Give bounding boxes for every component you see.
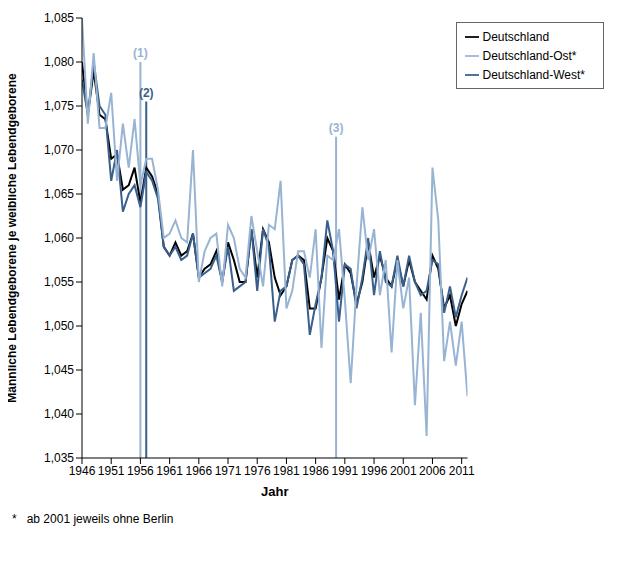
- svg-text:1981: 1981: [273, 464, 300, 478]
- html-text:Deutschland: Deutschland: [482, 30, 550, 44]
- svg-text:1,085: 1,085: [44, 11, 74, 25]
- svg-text:1,050: 1,050: [44, 319, 74, 333]
- svg-text:2006: 2006: [419, 464, 446, 478]
- svg-text:1,040: 1,040: [44, 407, 74, 421]
- svg-text:1966: 1966: [185, 464, 212, 478]
- svg-text:2001: 2001: [390, 464, 417, 478]
- svg-text:1986: 1986: [302, 464, 329, 478]
- html-text:Deutschland-Ost*: Deutschland-Ost*: [482, 49, 577, 63]
- svg-text:1,060: 1,060: [44, 231, 74, 245]
- svg-text:(3): (3): [329, 121, 344, 135]
- svg-text:Jahr: Jahr: [261, 484, 288, 499]
- html-text:* ab 2001 jeweils ohne Berlin: * ab 2001 jeweils ohne Berlin: [12, 512, 174, 526]
- svg-text:2011: 2011: [449, 464, 475, 478]
- svg-text:1,065: 1,065: [44, 187, 74, 201]
- html-text:Deutschland-West*: Deutschland-West*: [482, 68, 585, 82]
- svg-text:1,035: 1,035: [44, 451, 74, 465]
- svg-text:1,070: 1,070: [44, 143, 74, 157]
- svg-text:1946: 1946: [69, 464, 96, 478]
- svg-text:Männliche Lebendgeborene je we: Männliche Lebendgeborene je weibliche Le…: [8, 73, 19, 403]
- svg-text:1,045: 1,045: [44, 363, 74, 377]
- svg-text:1961: 1961: [156, 464, 183, 478]
- svg-text:1,075: 1,075: [44, 99, 74, 113]
- svg-text:1,055: 1,055: [44, 275, 74, 289]
- svg-text:1971: 1971: [215, 464, 242, 478]
- svg-text:1951: 1951: [98, 464, 125, 478]
- svg-text:1996: 1996: [361, 464, 388, 478]
- svg-text:(1): (1): [133, 46, 148, 60]
- svg-text:1,080: 1,080: [44, 55, 74, 69]
- svg-text:1976: 1976: [244, 464, 271, 478]
- svg-text:1956: 1956: [127, 464, 154, 478]
- svg-text:1991: 1991: [331, 464, 358, 478]
- svg-text:(2): (2): [139, 86, 154, 100]
